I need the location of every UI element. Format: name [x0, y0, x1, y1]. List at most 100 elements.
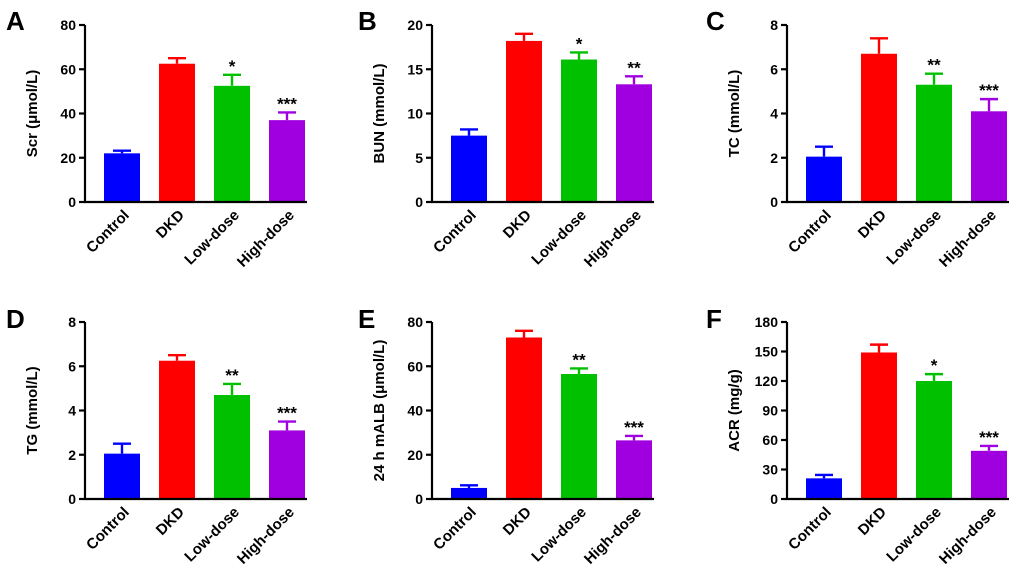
y-tick-label: 2: [68, 447, 76, 463]
chart-panel-d: DTG (mmol/L)Control DKD**Low-dose***High-…: [6, 304, 307, 568]
category-label-dkd: DKD: [153, 207, 188, 242]
y-tick-label: 20: [60, 150, 76, 166]
panel-label: F: [706, 304, 722, 334]
y-tick-label: 40: [407, 403, 423, 419]
y-tick-label: 120: [755, 373, 779, 389]
bar-dkd: [506, 337, 542, 499]
bar-high-dose: [616, 84, 652, 202]
y-tick-label: 6: [68, 358, 76, 374]
bar-low-dose: [561, 373, 597, 499]
category-label-control: Control: [430, 504, 480, 554]
y-tick-label: 0: [415, 194, 423, 210]
significance-high-dose: ***: [979, 428, 999, 447]
y-tick-label: 20: [407, 447, 423, 463]
y-tick-label: 8: [68, 314, 76, 330]
bar-low-dose: [214, 85, 250, 202]
y-tick-label: 0: [770, 194, 778, 210]
category-label-dkd: DKD: [500, 504, 535, 539]
y-tick-label: 40: [60, 106, 76, 122]
category-label-dkd: DKD: [500, 207, 535, 242]
category-label-high-dose: High-dose: [234, 504, 298, 568]
y-tick-label: 60: [762, 432, 778, 448]
panel-label: E: [358, 304, 375, 334]
y-tick-label: 0: [415, 491, 423, 507]
significance-high-dose: ***: [277, 404, 297, 423]
significance-low-dose: **: [572, 350, 586, 369]
chart-panel-c: CTC (mmol/L)Control DKD**Low-dose***High-…: [706, 6, 1009, 271]
y-tick-label: 80: [60, 17, 76, 33]
bar-dkd: [861, 352, 897, 499]
panel-label: D: [6, 304, 25, 334]
category-label-high-dose: High-dose: [234, 207, 298, 271]
category-label-high-dose: High-dose: [581, 207, 645, 271]
panel-label: A: [6, 6, 25, 36]
significance-low-dose: *: [931, 356, 938, 375]
y-tick-label: 0: [68, 491, 76, 507]
bar-dkd: [159, 63, 195, 202]
bar-high-dose: [616, 440, 652, 499]
y-tick-label: 60: [60, 61, 76, 77]
bar-dkd: [861, 53, 897, 203]
bar-high-dose: [269, 120, 305, 202]
bar-low-dose: [916, 381, 952, 499]
y-tick-label: 0: [68, 194, 76, 210]
y-tick-label: 15: [407, 61, 423, 77]
y-tick-label: 80: [407, 314, 423, 330]
bar-control: [806, 156, 842, 202]
significance-low-dose: **: [927, 56, 941, 75]
category-label-control: Control: [785, 207, 835, 257]
y-tick-label: 5: [415, 150, 423, 166]
bar-low-dose: [561, 59, 597, 202]
significance-high-dose: ***: [277, 94, 297, 113]
bar-high-dose: [971, 111, 1007, 202]
y-tick-label: 30: [762, 462, 778, 478]
y-tick-label: 10: [407, 106, 423, 122]
y-tick-label: 4: [68, 403, 76, 419]
category-label-high-dose: High-dose: [936, 504, 1000, 568]
panel-label: B: [358, 6, 377, 36]
y-tick-label: 90: [762, 403, 778, 419]
category-label-dkd: DKD: [855, 504, 890, 539]
significance-high-dose: **: [627, 58, 641, 77]
y-axis-label: Scr (μmol/L): [24, 70, 41, 158]
bar-dkd: [506, 40, 542, 203]
y-tick-label: 150: [755, 344, 779, 360]
chart-panel-e: E24 h mALB (μmol/L)Control DKD**Low-dose*…: [358, 304, 654, 568]
y-tick-label: 6: [770, 61, 778, 77]
y-tick-label: 4: [770, 106, 778, 122]
significance-low-dose: *: [576, 34, 583, 53]
y-tick-label: 60: [407, 358, 423, 374]
significance-low-dose: **: [225, 366, 239, 385]
significance-low-dose: *: [229, 57, 236, 76]
panel-label: C: [706, 6, 725, 36]
significance-high-dose: ***: [624, 418, 644, 437]
y-tick-label: 0: [770, 491, 778, 507]
y-axis-label: 24 h mALB (μmol/L): [371, 340, 388, 482]
bar-low-dose: [214, 395, 250, 499]
y-axis-label: BUN (mmol/L): [371, 64, 388, 164]
y-tick-label: 2: [770, 150, 778, 166]
category-label-control: Control: [430, 207, 480, 257]
bar-dkd: [159, 360, 195, 499]
category-label-dkd: DKD: [153, 504, 188, 539]
category-label-control: Control: [83, 504, 133, 554]
y-tick-label: 8: [770, 17, 778, 33]
y-tick-label: 20: [407, 17, 423, 33]
bar-control: [104, 453, 140, 499]
y-tick-label: 180: [755, 314, 779, 330]
y-axis-label: TC (mmol/L): [726, 70, 743, 158]
category-label-high-dose: High-dose: [936, 207, 1000, 271]
category-label-dkd: DKD: [855, 207, 890, 242]
y-axis-label: TG (mmol/L): [24, 366, 41, 454]
bar-high-dose: [971, 450, 1007, 499]
bar-control: [806, 478, 842, 499]
significance-high-dose: ***: [979, 81, 999, 100]
y-axis-label: ACR (mg/g): [726, 369, 743, 452]
bar-low-dose: [916, 84, 952, 202]
bar-high-dose: [269, 430, 305, 499]
bar-control: [451, 487, 487, 499]
